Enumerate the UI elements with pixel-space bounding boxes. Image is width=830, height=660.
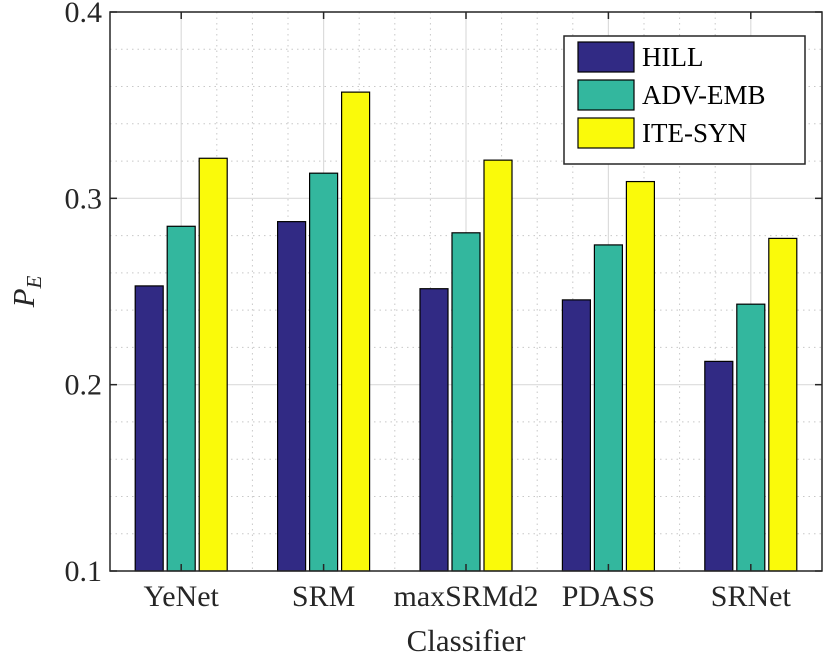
legend-label: ITE-SYN — [642, 118, 747, 148]
y-axis-title-main: P — [6, 288, 41, 308]
x-tick-label: maxSRMd2 — [393, 580, 538, 613]
bar-hill-maxsrmd2 — [419, 288, 449, 572]
bar-hill-srnet — [704, 360, 734, 572]
bar-adv-emb-srnet — [736, 303, 766, 572]
axis-ticks: 0.1 0.2 0.3 0.4 YeNet SRM maxSRMd2 PDASS SRNet — [65, 0, 822, 613]
bar-hill-srm — [277, 221, 307, 572]
y-tick-label: 0.3 — [65, 182, 103, 215]
bar-adv-emb-pdass — [593, 244, 624, 572]
y-tick-label: 0.1 — [65, 555, 103, 588]
legend-swatch-adv-emb — [577, 79, 635, 111]
legend: HILL ADV-EMB ITE-SYN — [563, 35, 806, 165]
x-tick-label: SRNet — [711, 580, 792, 613]
bar-adv-emb-yenet — [166, 225, 196, 572]
legend-swatch-hill — [577, 41, 635, 73]
bar-adv-emb-maxsrmd2 — [451, 232, 481, 572]
bar-adv-emb-srm — [309, 172, 339, 572]
y-axis-title-subscript: E — [22, 275, 46, 289]
bar-hill-yenet — [134, 285, 164, 572]
x-tick-label: SRM — [292, 580, 355, 613]
x-tick-label: YeNet — [144, 580, 220, 613]
y-axis-title: PE — [6, 275, 46, 308]
bar-ite-syn-srnet — [768, 237, 798, 572]
bar-ite-syn-srm — [341, 91, 371, 572]
bar-hill-pdass — [561, 299, 592, 572]
bar-ite-syn-maxsrmd2 — [483, 159, 513, 572]
legend-label: ADV-EMB — [642, 80, 766, 110]
x-axis-title: Classifier — [407, 623, 526, 658]
bar-ite-syn-yenet — [198, 157, 228, 572]
bars — [134, 91, 798, 572]
legend-label: HILL — [642, 42, 703, 72]
legend-swatch-ite-syn — [577, 117, 635, 149]
bar-ite-syn-pdass — [625, 180, 656, 572]
y-tick-label: 0.4 — [65, 0, 103, 29]
x-tick-label: PDASS — [562, 580, 655, 613]
y-tick-label: 0.2 — [65, 369, 103, 402]
